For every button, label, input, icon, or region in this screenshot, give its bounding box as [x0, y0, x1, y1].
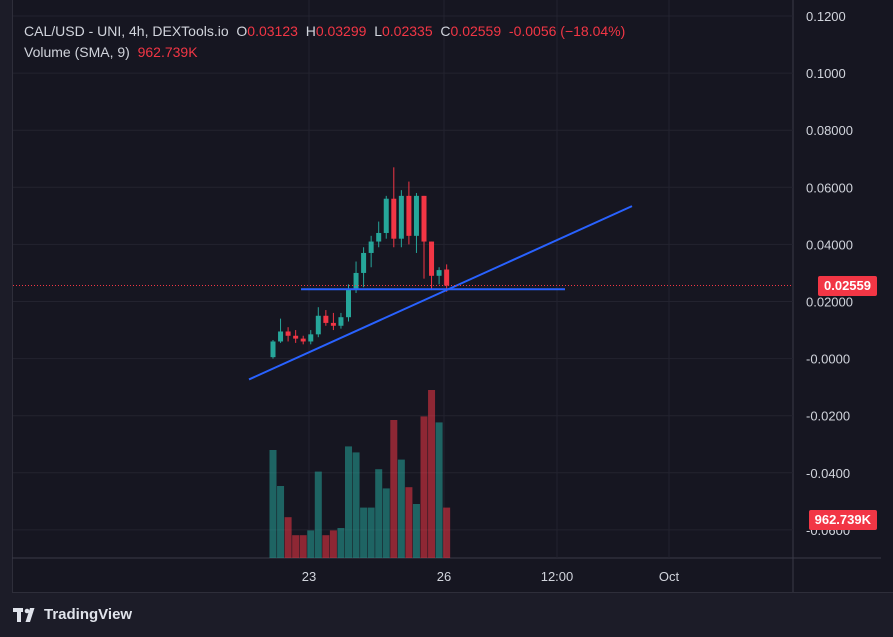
volume-bar	[443, 507, 451, 558]
candle-body	[413, 195, 419, 236]
volume-bars	[269, 390, 451, 558]
volume-bar	[314, 471, 322, 558]
trendlines	[13, 205, 793, 381]
open-value: 0.03123	[247, 23, 298, 39]
y-tick-label: 0.02000	[806, 295, 853, 310]
candle-body	[398, 195, 404, 239]
change-value: -0.0056 (−18.04%)	[508, 23, 626, 39]
candle-body	[376, 232, 382, 242]
volume-bar	[375, 469, 383, 558]
x-tick-label: 23	[302, 569, 316, 584]
candle-body	[323, 315, 329, 323]
volume-label: Volume (SMA, 9)	[24, 44, 130, 60]
candle-body	[285, 331, 291, 336]
candle-body	[353, 272, 359, 289]
volume-bar	[382, 488, 390, 558]
volume-value: 962.739K	[137, 44, 198, 60]
time-axis: 23 26 12:00 Oct	[302, 569, 680, 584]
volume-bar	[299, 535, 307, 558]
ohlc-legend: CAL/USD - UNI, 4h, DEXTools.io O0.03123 …	[24, 23, 625, 39]
candle-body	[429, 241, 435, 276]
y-tick-label: 0.04000	[806, 237, 853, 252]
candle-body	[293, 335, 299, 339]
y-tick-label: 0.08000	[806, 123, 853, 138]
tradingview-logo[interactable]: TradingView	[13, 606, 132, 623]
volume-bar	[352, 452, 360, 558]
volume-bar	[284, 517, 292, 558]
open-label: O	[236, 23, 248, 39]
volume-bar	[337, 528, 345, 558]
high-value: 0.03299	[315, 23, 367, 39]
price-axis: 0.1200 0.1000 0.08000 0.06000 0.04000 0.02000…	[806, 9, 853, 538]
volume-bar	[412, 504, 420, 558]
tradingview-icon	[13, 607, 35, 622]
candle-body	[361, 252, 367, 273]
candle-body	[421, 195, 427, 242]
volume-bar	[405, 487, 413, 558]
volume-bar	[345, 446, 352, 558]
x-tick-label: 26	[437, 569, 451, 584]
y-tick-label: -0.0000	[806, 352, 850, 367]
volume-bar	[390, 420, 398, 558]
y-tick-label: 0.06000	[806, 180, 853, 195]
symbol-label: CAL/USD - UNI, 4h, DEXTools.io	[24, 23, 229, 39]
candle-body	[346, 288, 351, 318]
volume-bar	[360, 507, 368, 558]
candle-body	[270, 341, 276, 358]
y-tick-label: -0.0200	[806, 409, 850, 424]
y-tick-label: 0.1200	[806, 9, 846, 24]
chart-frame	[12, 0, 893, 593]
volume-bar	[329, 530, 337, 558]
ascending-trendline	[248, 205, 633, 381]
volume-bar	[322, 535, 330, 558]
x-tick-label: Oct	[659, 569, 680, 584]
volume-legend: Volume (SMA, 9) 962.739K	[24, 44, 198, 60]
volume-tag: 962.739K	[808, 510, 877, 530]
candles	[270, 167, 450, 359]
candle-body	[406, 195, 412, 236]
candle-body	[368, 241, 374, 253]
candle-body	[338, 317, 344, 326]
high-label: H	[305, 23, 316, 39]
brand-label: TradingView	[44, 606, 133, 623]
low-label: L	[374, 23, 382, 39]
candle-body	[330, 322, 336, 326]
candle-body	[444, 269, 450, 286]
candle-body	[391, 198, 397, 239]
grid-lines	[12, 0, 881, 592]
last-price-tag: 0.02559	[818, 276, 877, 296]
candle-body	[383, 198, 389, 233]
candle-body	[436, 270, 442, 276]
volume-bar	[269, 450, 277, 558]
close-value: 0.02559	[450, 23, 502, 39]
candle-body	[278, 331, 284, 342]
x-tick-label: 12:00	[541, 569, 574, 584]
y-tick-label: -0.0400	[806, 466, 850, 481]
close-label: C	[440, 23, 451, 39]
candle-body	[300, 338, 306, 342]
volume-bar	[277, 486, 285, 558]
volume-bar	[367, 507, 375, 558]
low-value: 0.02335	[382, 23, 433, 39]
volume-bar	[292, 535, 300, 558]
volume-bar	[397, 459, 405, 558]
candle-body	[315, 315, 321, 335]
candle-body	[308, 334, 314, 342]
volume-bar	[420, 416, 428, 558]
y-tick-label: 0.1000	[806, 66, 846, 81]
volume-bar	[435, 422, 443, 558]
volume-bar	[428, 390, 436, 558]
volume-bar	[307, 530, 315, 558]
